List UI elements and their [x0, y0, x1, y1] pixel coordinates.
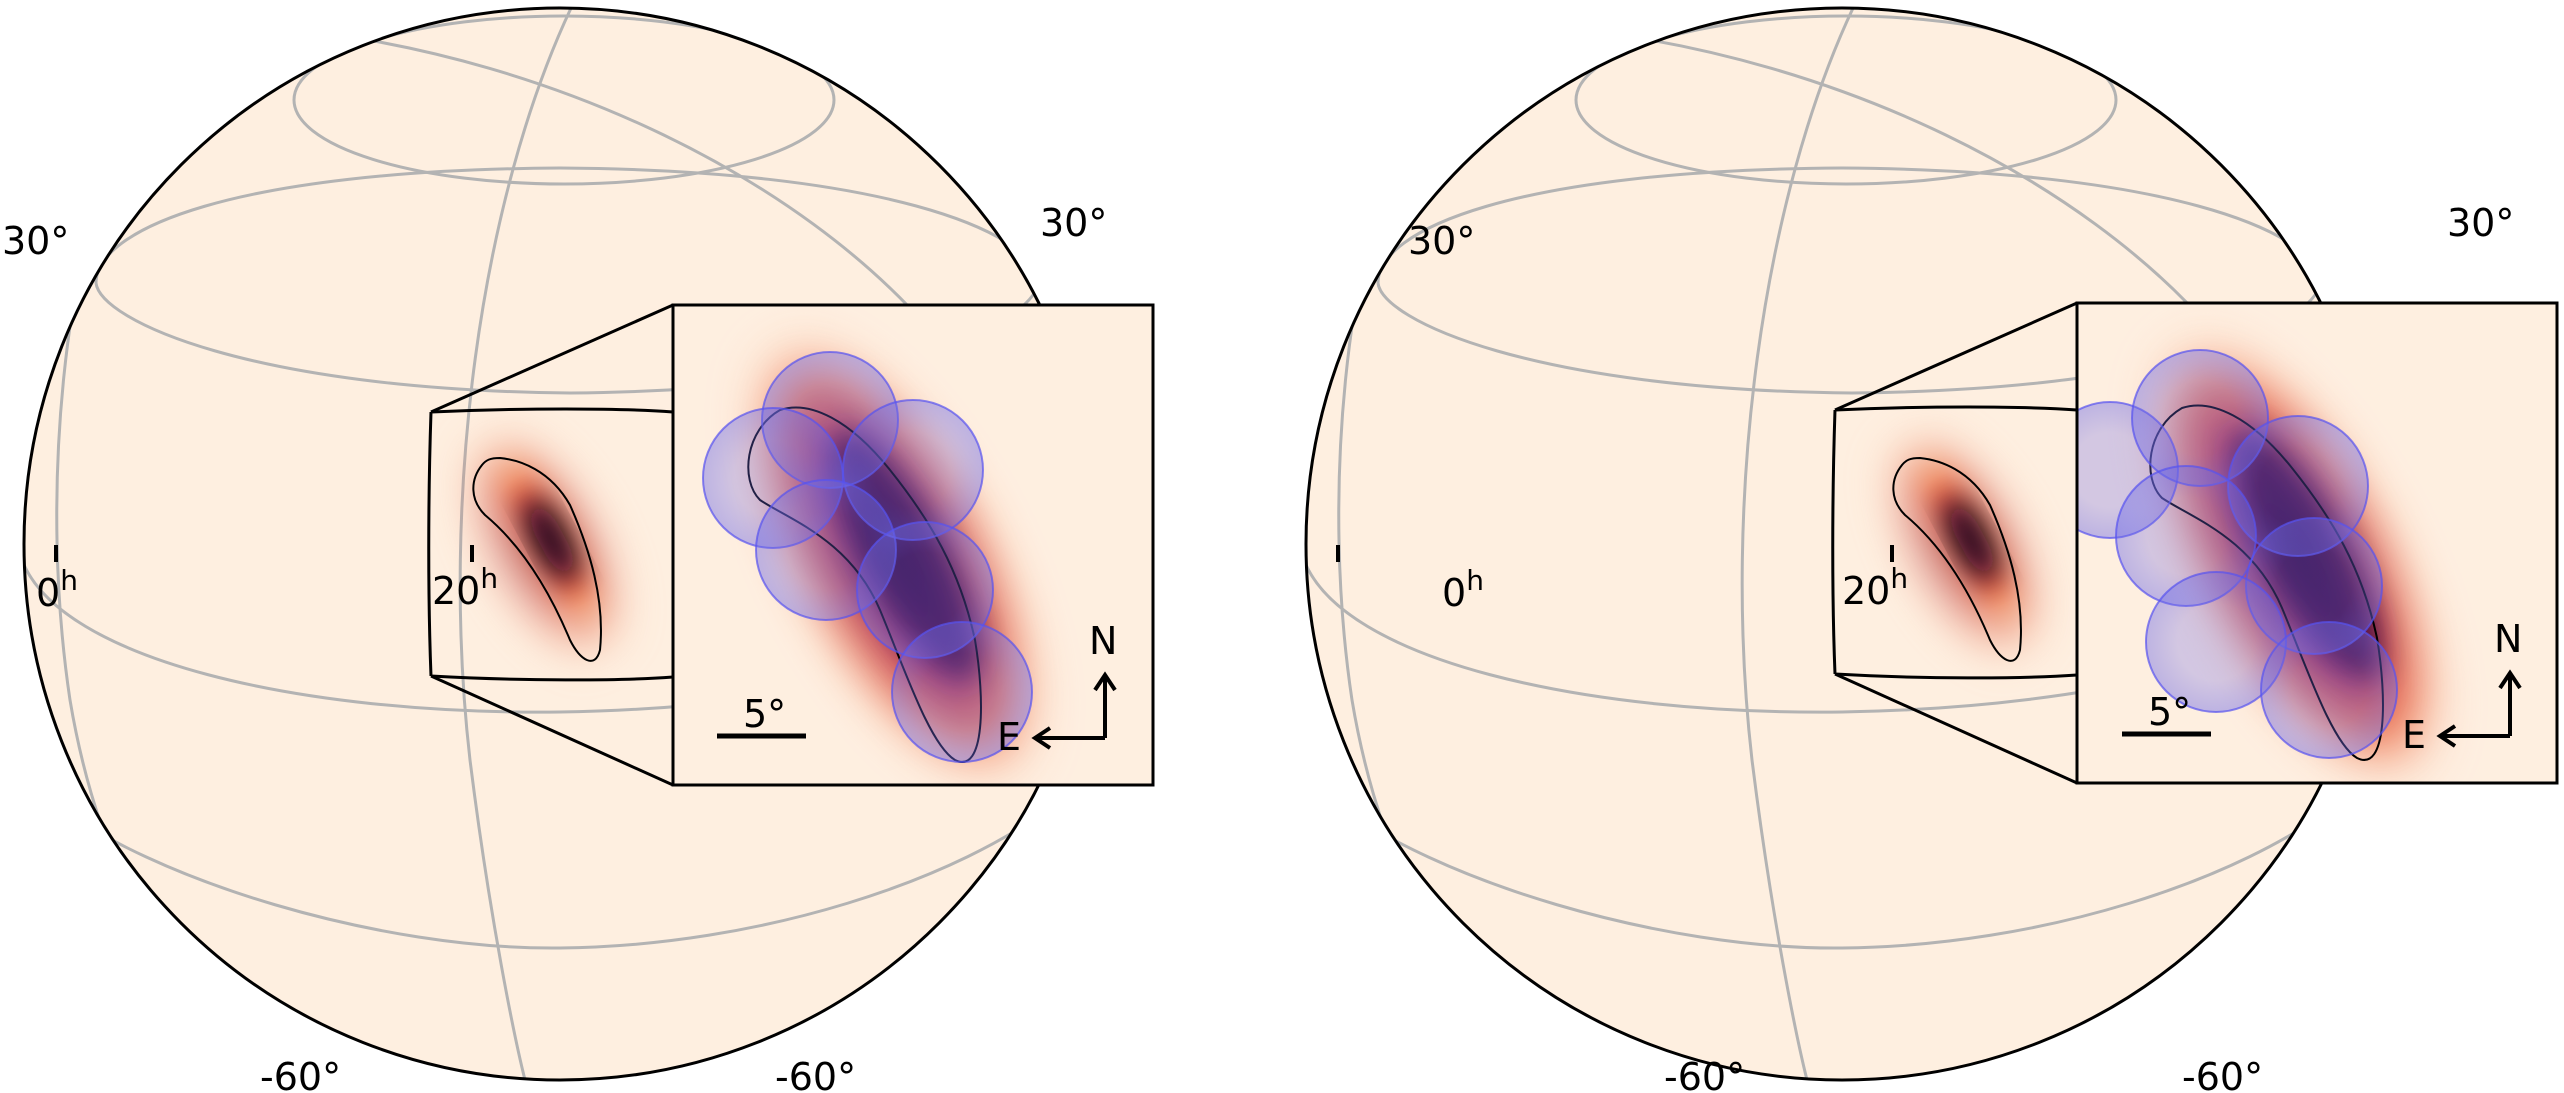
coverage-circles — [702, 351, 1033, 763]
ra-label-0: 0h — [1442, 564, 1484, 615]
zoom-region — [427, 407, 674, 682]
lat-label-upper-left: 30° — [1408, 219, 1475, 263]
credible-contour — [472, 456, 602, 662]
zoom-connector-bottom — [430, 674, 674, 787]
ra-label-20: 20h — [432, 562, 498, 613]
zoom-region — [1831, 405, 2078, 680]
right-skymap: 30° 30° -60° -60° 0h 20h 5° — [1304, 6, 2559, 1093]
scale-label: 5° — [743, 692, 786, 736]
credible-contour — [1892, 456, 2022, 662]
east-label: E — [2402, 713, 2426, 757]
lat-label-lower-right: -60° — [2182, 1055, 2263, 1093]
zoom-inset: 5° N E — [671, 303, 1155, 787]
probability-blob — [1884, 426, 2046, 664]
ra-label-0: 0h — [36, 564, 78, 615]
lat-label-lower-right: -60° — [775, 1055, 856, 1093]
ra-label-20: 20h — [1842, 562, 1908, 613]
compass-icon — [1031, 671, 1117, 750]
lat-label-lower-left: -60° — [260, 1055, 341, 1093]
right-panel: 30° 30° -60° -60° 0h 20h 5° — [1282, 0, 2564, 1093]
probability-blob — [464, 426, 626, 664]
left-skymap: 30° 30° -60° -60° 0h 20h 5° — [2, 6, 1155, 1093]
left-panel: 30° 30° -60° -60° 0h 20h 5° — [2, 6, 1155, 1093]
lat-label-upper-right: 30° — [1040, 201, 1107, 245]
scale-label: 5° — [2148, 690, 2191, 734]
zoom-connector-top — [430, 303, 674, 414]
compass-icon — [2436, 669, 2522, 748]
lat-label-upper-left: 30° — [2, 219, 69, 263]
north-label: N — [1089, 619, 1117, 663]
sphere-background — [1306, 8, 2378, 1080]
zoom-connector-bottom — [1834, 672, 2078, 785]
lat-label-upper-right: 30° — [2447, 201, 2514, 245]
zoom-inset: 5° N E — [2075, 301, 2559, 785]
north-label: N — [2494, 617, 2522, 661]
lat-label-lower-left: -60° — [1664, 1055, 1745, 1093]
zoom-connector-top — [1834, 301, 2078, 412]
coverage-circles — [2077, 349, 2398, 759]
east-label: E — [997, 715, 1021, 759]
